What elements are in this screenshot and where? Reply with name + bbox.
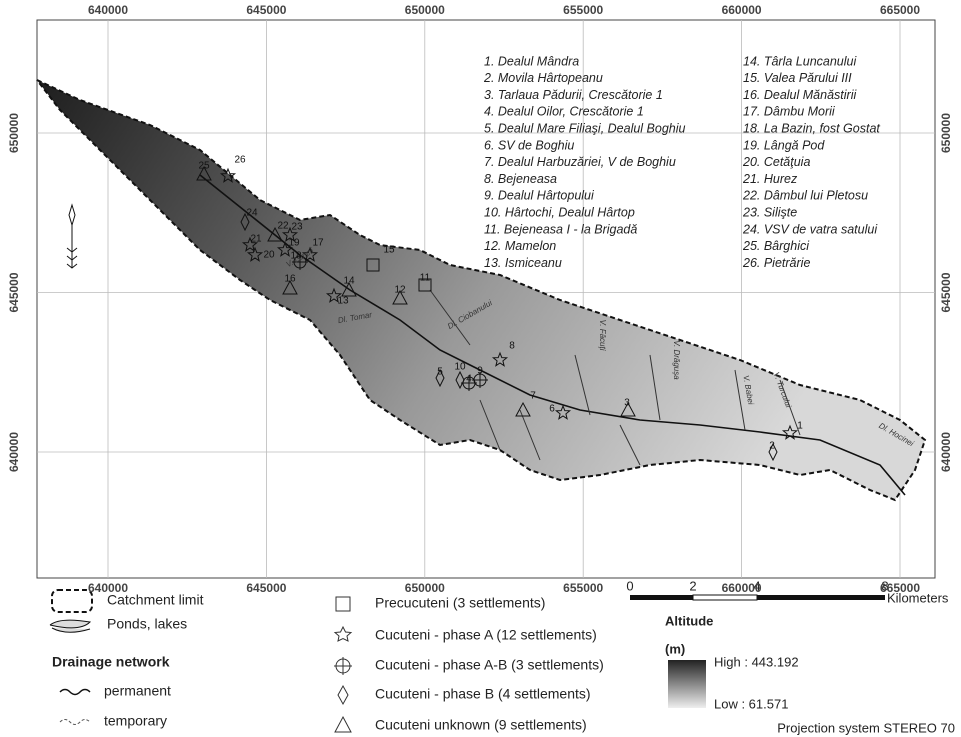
place-name: V. Fâcuţi (598, 320, 607, 351)
site-list-item: 23. Silişte (742, 205, 797, 219)
site-list-item: 21. Hurez (742, 172, 798, 186)
site-list-item: 15. Valea Părului III (743, 71, 852, 85)
legend-heading: Drainage network (52, 654, 170, 670)
settlement-number: 9 (477, 366, 483, 377)
scale-label: 2 (689, 578, 696, 593)
y-coordinate: 640000 (7, 432, 21, 472)
y-coordinate: 645000 (939, 272, 953, 312)
settlement-number: 1 (797, 421, 803, 432)
settlement-number: 2 (769, 441, 775, 452)
altitude-unit: (m) (665, 641, 685, 656)
legend-text: Cucuteni unknown (9 settlements) (375, 717, 587, 733)
settlement-number: 4 (466, 374, 472, 385)
settlement-number: 3 (624, 398, 630, 409)
site-list-item: 9. Dealul Hârtopului (484, 189, 595, 203)
site-list-item: 24. VSV de vatra satului (742, 222, 878, 236)
settlement-number: 21 (250, 234, 262, 245)
settlement-number: 10 (454, 362, 466, 373)
site-list-item: 25. Bârghici (742, 239, 810, 253)
x-coordinate: 660000 (722, 3, 762, 17)
settlement-number: 14 (343, 276, 355, 287)
x-coordinate: 640000 (88, 581, 128, 595)
x-coordinate: 655000 (563, 581, 603, 595)
settlement-number: 20 (263, 250, 275, 261)
legend-text: Cucuteni - phase A-B (3 settlements) (375, 657, 604, 673)
site-list-item: 5. Dealul Mare Filiaşi, Dealul Boghiu (484, 121, 686, 135)
place-name: V. Drăguşa (672, 340, 681, 380)
settlement-number: 6 (549, 404, 555, 415)
site-list-item: 17. Dâmbu Morii (743, 105, 836, 119)
site-list-item: 13. Ismiceanu (484, 256, 562, 270)
settlement-number: 26 (234, 155, 246, 166)
site-list-item: 7. Dealul Harbuzăriei, V de Boghiu (484, 155, 676, 169)
site-list-item: 10. Hârtochi, Dealul Hârtop (484, 205, 635, 219)
site-list-item: 3. Tarlaua Pădurii, Crescătorie 1 (484, 88, 663, 102)
settlement-number: 5 (437, 367, 443, 378)
legend: Catchment limit Ponds, lakes Drainage ne… (50, 590, 604, 733)
site-list-item: 26. Pietrărie (742, 256, 810, 270)
site-list-item: 11. Bejeneasa I - la Brigadă (484, 222, 637, 236)
x-coordinate: 655000 (563, 3, 603, 17)
altitude-low: Low : 61.571 (714, 696, 788, 711)
y-coordinate: 650000 (7, 113, 21, 153)
site-list-item: 19. Lângă Pod (743, 138, 825, 152)
site-list-item: 8. Bejeneasa (484, 172, 557, 186)
site-list-item: 20. Cetăţuia (742, 155, 810, 169)
x-coordinate: 645000 (246, 3, 286, 17)
x-coordinate: 650000 (405, 581, 445, 595)
x-coordinate: 665000 (880, 3, 920, 17)
settlement-number: 15 (383, 245, 395, 256)
settlement-number: 23 (291, 222, 303, 233)
projection: Projection system STEREO 70 (777, 720, 955, 735)
settlement-number: 24 (246, 208, 258, 219)
x-coordinate: 660000 (722, 581, 762, 595)
site-list-item: 1. Dealul Mândra (484, 54, 579, 68)
y-coordinate: 650000 (939, 113, 953, 153)
x-coordinate: 650000 (405, 3, 445, 17)
settlement-number: 22 (277, 221, 289, 232)
altitude-high: High : 443.192 (714, 654, 799, 669)
settlement-number: 11 (420, 273, 431, 284)
settlement-number: 8 (509, 341, 515, 352)
site-list-item: 4. Dealul Oilor, Crescătorie 1 (484, 105, 644, 119)
site-list-item: 12. Mamelon (484, 239, 556, 253)
legend-text: Precucuteni (3 settlements) (375, 595, 545, 611)
y-coordinate: 640000 (939, 432, 953, 472)
scale-label: 0 (626, 578, 633, 593)
site-list-item: 6. SV de Boghiu (484, 138, 574, 152)
site-list-item: 2. Movila Hârtopeanu (483, 71, 603, 85)
site-list-item: 22. Dâmbul lui Pletosu (742, 189, 868, 203)
altitude-title: Altitude (665, 613, 713, 628)
altitude-ramp (668, 660, 706, 708)
x-coordinate: 645000 (246, 581, 286, 595)
legend-text: Cucuteni - phase A (12 settlements) (375, 627, 597, 643)
settlement-number: 7 (530, 391, 536, 402)
site-list-item: 18. La Bazin, fost Gostat (743, 121, 880, 135)
site-list-item: 14. Târla Luncanului (743, 54, 857, 68)
settlement-number: 17 (312, 238, 324, 249)
y-coordinate: 645000 (7, 272, 21, 312)
x-coordinate: 665000 (880, 581, 920, 595)
legend-text: Cucuteni - phase B (4 settlements) (375, 686, 591, 702)
settlement-number: 16 (284, 274, 296, 285)
legend-text: temporary (104, 713, 167, 729)
settlement-number: 25 (198, 161, 210, 172)
settlement-number: 13 (337, 296, 349, 307)
settlement-number: 12 (394, 285, 406, 296)
legend-text: permanent (104, 683, 171, 699)
map: Catchment limit Ponds, lakes Drainage ne… (0, 0, 961, 737)
legend-text: Ponds, lakes (107, 616, 187, 632)
x-coordinate: 640000 (88, 3, 128, 17)
site-list-item: 16. Dealul Mănăstirii (743, 88, 857, 102)
